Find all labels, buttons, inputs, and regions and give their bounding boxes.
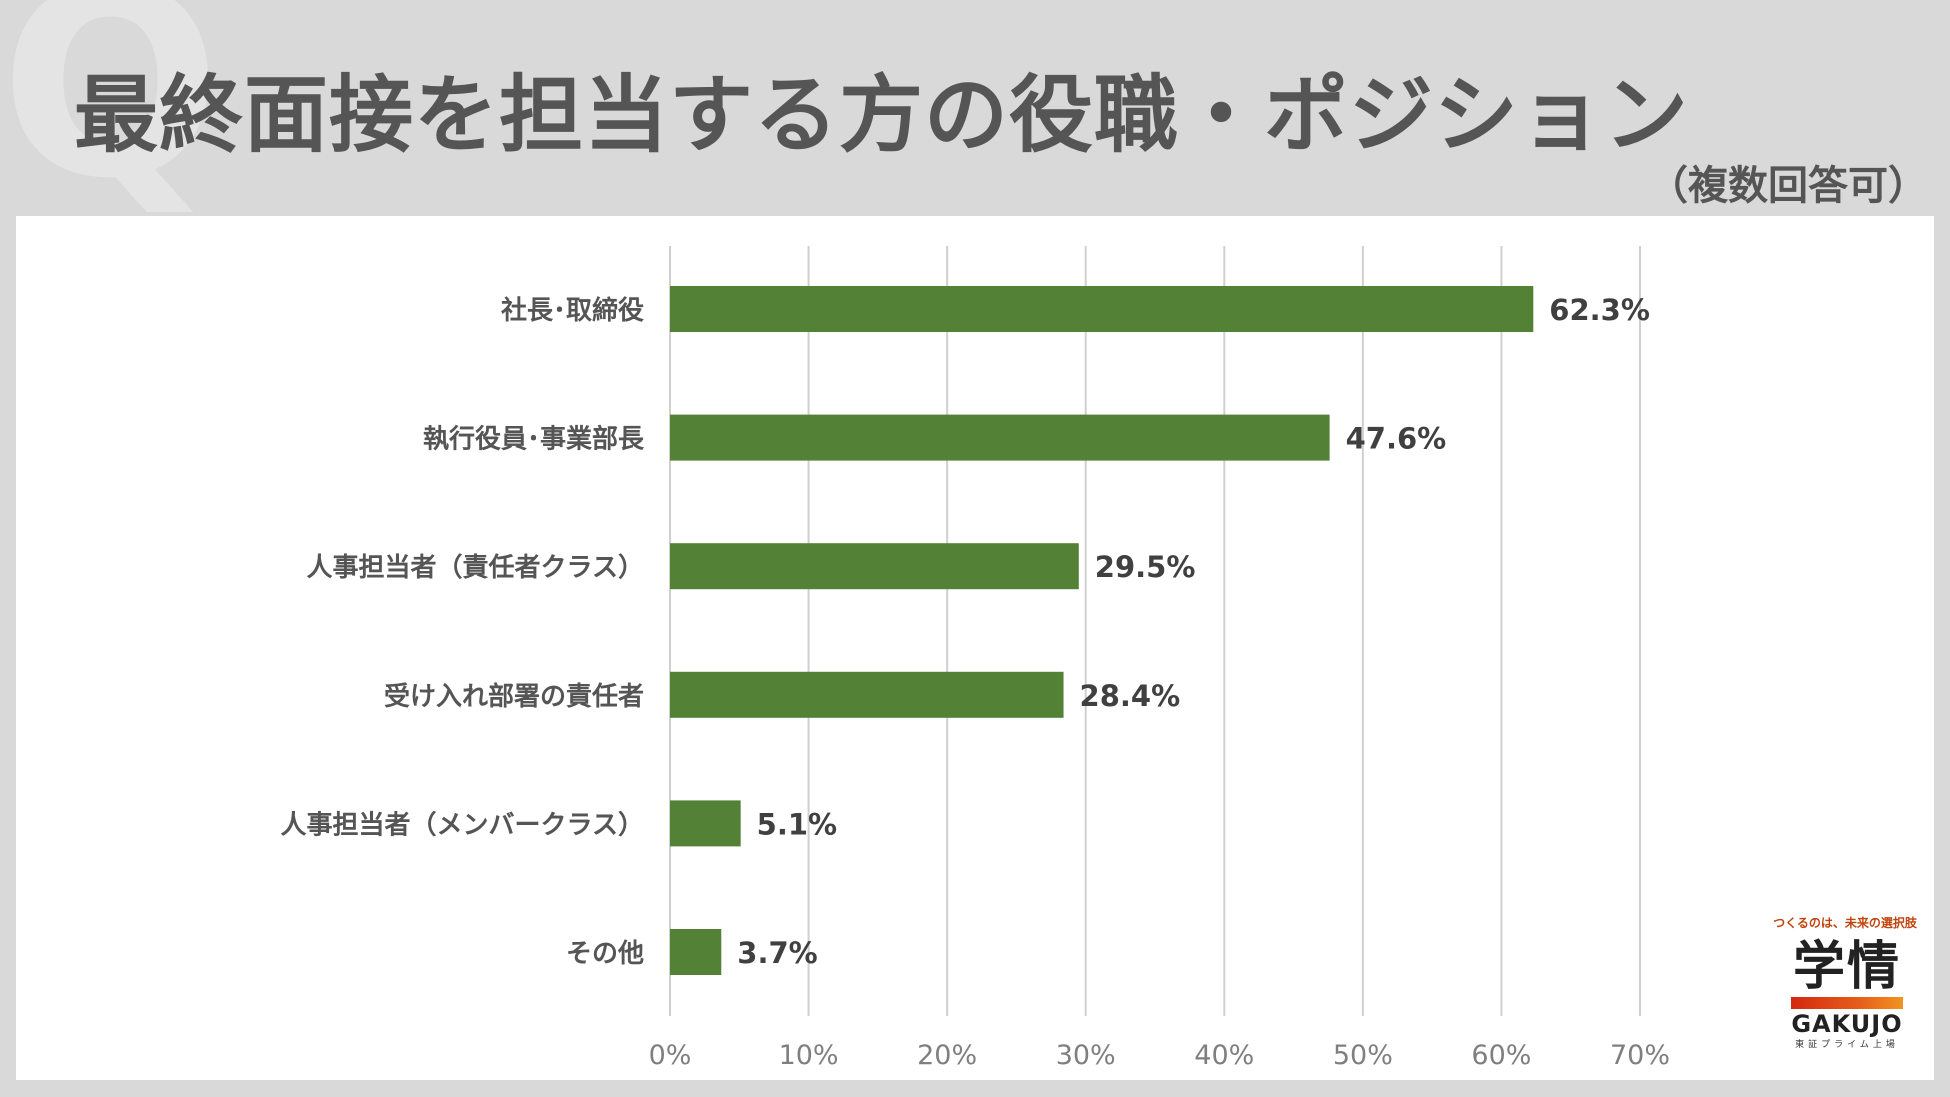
value-label: 47.6%	[1346, 422, 1447, 456]
chart-panel: 社長･取締役執行役員･事業部長人事担当者（責任者クラス） 受け入れ部署の責任者人事…	[16, 216, 1934, 1080]
bar	[670, 286, 1534, 332]
page-subtitle: （複数回答可）	[1648, 163, 1928, 209]
value-label: 62.3%	[1549, 293, 1650, 327]
bars	[670, 286, 1534, 975]
bar	[670, 929, 722, 975]
category-label: 人事担当者（責任者クラス）	[307, 553, 644, 583]
page-title: 最終面接を担当する方の役職・ポジション	[74, 66, 1690, 164]
value-label: 3.7%	[737, 936, 817, 970]
logo-tagline: つくるのは、未来の選択肢	[1773, 916, 1917, 930]
category-label: 社長･取締役	[501, 295, 644, 326]
x-axis-ticks: 0% 10% 20% 30% 40% 50% 60% 70%	[649, 1040, 1670, 1071]
value-label: 29.5%	[1095, 550, 1196, 584]
category-label: 受け入れ部署の責任者	[384, 681, 644, 712]
logo-english: GAKUJO	[1791, 1010, 1903, 1038]
x-tick-label: 60%	[1471, 1040, 1531, 1071]
bar	[670, 671, 1064, 718]
value-labels: 62.3% 47.6% 29.5% 28.4% 5.1% 3.7%	[737, 293, 1650, 970]
logo-wordmark: 学情	[1792, 937, 1901, 997]
bar	[670, 543, 1079, 590]
category-label: 執行役員･事業部長	[423, 424, 645, 455]
x-tick-label: 40%	[1194, 1040, 1254, 1071]
category-label: その他	[566, 939, 644, 969]
q-watermark: Q	[0, 0, 222, 236]
x-tick-label: 0%	[649, 1040, 692, 1071]
category-label: 人事担当者（メンバークラス）	[281, 810, 644, 840]
x-tick-label: 10%	[779, 1040, 839, 1071]
logo-listing: 東証プライム上場	[1795, 1040, 1899, 1050]
x-tick-label: 30%	[1056, 1040, 1116, 1071]
value-label: 28.4%	[1080, 679, 1181, 713]
grid-lines	[669, 246, 1641, 1016]
value-label: 5.1%	[757, 807, 837, 841]
logo-color-bar	[1791, 997, 1903, 1009]
gakujo-logo: つくるのは、未来の選択肢 学情 GAKUJO 東証プライム上場	[1762, 915, 1932, 1065]
x-tick-label: 50%	[1333, 1040, 1393, 1071]
x-tick-label: 70%	[1610, 1040, 1670, 1071]
x-tick-label: 20%	[917, 1040, 977, 1071]
bar	[670, 800, 741, 847]
bar	[670, 414, 1330, 461]
